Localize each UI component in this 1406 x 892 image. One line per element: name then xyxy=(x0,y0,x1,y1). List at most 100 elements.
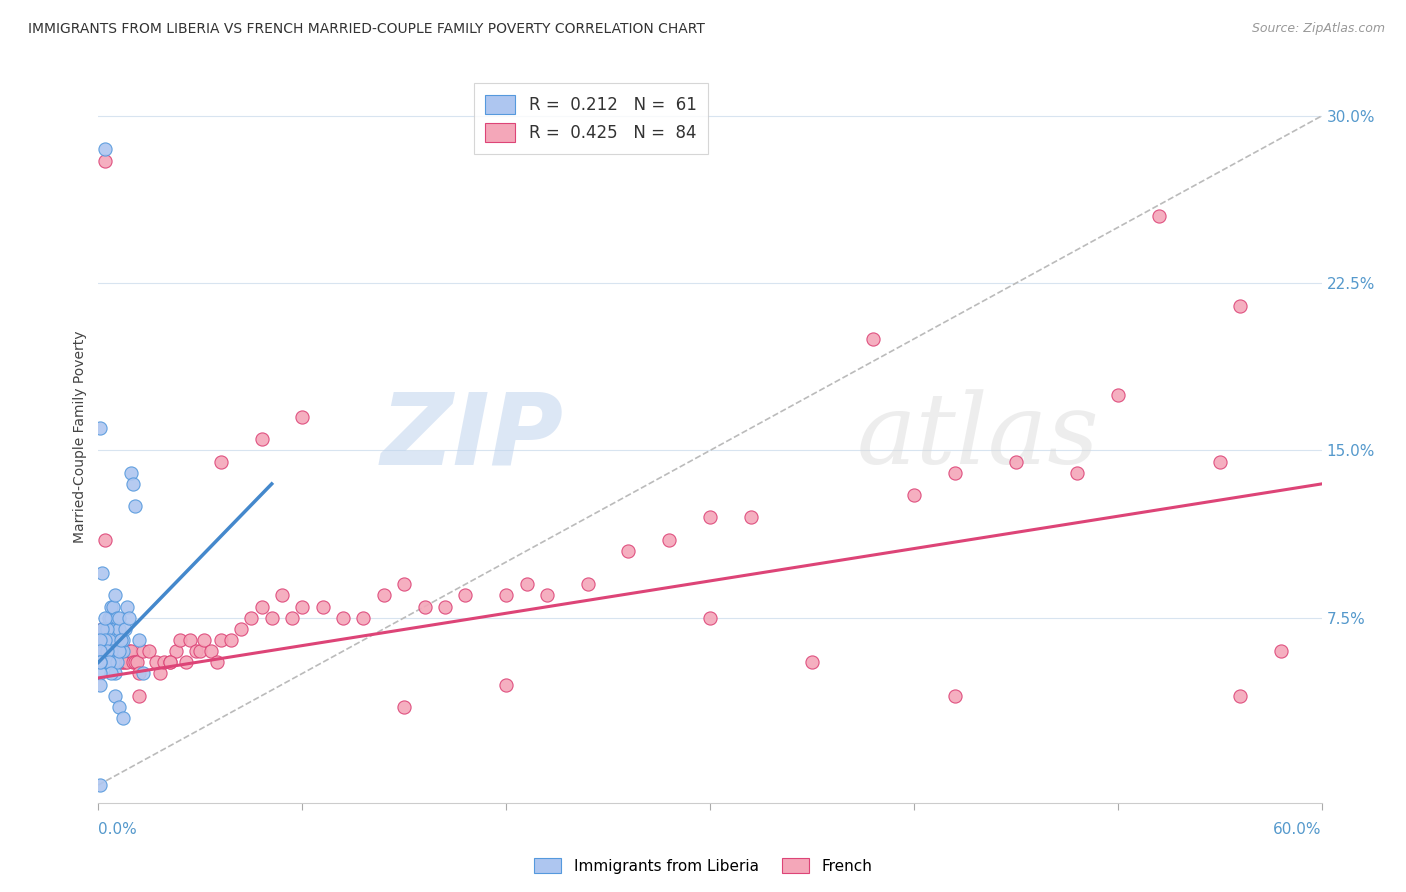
Point xyxy=(1066,466,1088,480)
Point xyxy=(97,655,120,669)
Point xyxy=(352,610,374,624)
Point xyxy=(128,633,150,648)
Point xyxy=(89,421,111,435)
Point xyxy=(100,633,122,648)
Point xyxy=(200,644,222,658)
Point xyxy=(97,644,120,658)
Point xyxy=(1209,455,1232,469)
Point xyxy=(801,655,824,669)
Point xyxy=(124,655,146,669)
Point xyxy=(1107,387,1129,401)
Point xyxy=(108,699,131,714)
Point xyxy=(1147,210,1170,224)
Point xyxy=(108,644,131,658)
Point xyxy=(193,633,215,648)
Point xyxy=(97,633,120,648)
Point xyxy=(205,655,228,669)
Point xyxy=(110,644,132,658)
Point xyxy=(105,610,128,624)
Point xyxy=(115,655,138,669)
Point xyxy=(132,644,155,658)
Point xyxy=(127,655,149,669)
Point xyxy=(89,644,111,658)
Point xyxy=(97,633,120,648)
Point xyxy=(291,409,314,424)
Point xyxy=(89,655,111,669)
Point xyxy=(149,666,172,681)
Point xyxy=(115,599,138,614)
Text: atlas: atlas xyxy=(856,390,1099,484)
Point xyxy=(128,689,150,703)
Point xyxy=(179,633,201,648)
Point xyxy=(93,633,115,648)
Point xyxy=(89,633,111,648)
Point xyxy=(108,622,131,636)
Point xyxy=(89,666,111,681)
Point xyxy=(110,633,132,648)
Text: ZIP: ZIP xyxy=(380,389,564,485)
Point xyxy=(91,622,114,636)
Text: IMMIGRANTS FROM LIBERIA VS FRENCH MARRIED-COUPLE FAMILY POVERTY CORRELATION CHAR: IMMIGRANTS FROM LIBERIA VS FRENCH MARRIE… xyxy=(28,22,704,37)
Point xyxy=(862,332,884,346)
Point xyxy=(114,655,136,669)
Point xyxy=(122,476,145,491)
Point xyxy=(91,622,114,636)
Point xyxy=(96,622,118,636)
Point xyxy=(454,589,477,603)
Text: 0.0%: 0.0% xyxy=(98,822,138,837)
Point xyxy=(495,589,517,603)
Point xyxy=(89,655,111,669)
Point xyxy=(93,622,115,636)
Point xyxy=(91,566,114,581)
Point xyxy=(104,589,127,603)
Point xyxy=(93,610,115,624)
Point xyxy=(97,633,120,648)
Point xyxy=(97,610,120,624)
Point xyxy=(174,655,197,669)
Point xyxy=(124,500,146,514)
Point xyxy=(89,644,111,658)
Point xyxy=(105,633,128,648)
Point xyxy=(93,533,115,547)
Point xyxy=(89,678,111,692)
Point xyxy=(96,633,118,648)
Point xyxy=(89,778,111,792)
Point xyxy=(152,655,174,669)
Point xyxy=(96,622,118,636)
Legend: Immigrants from Liberia, French: Immigrants from Liberia, French xyxy=(527,852,879,880)
Point xyxy=(159,655,181,669)
Point xyxy=(145,655,167,669)
Point xyxy=(118,610,141,624)
Point xyxy=(576,577,599,591)
Y-axis label: Married-Couple Family Poverty: Married-Couple Family Poverty xyxy=(73,331,87,543)
Point xyxy=(89,655,111,669)
Point xyxy=(281,610,304,624)
Point xyxy=(101,599,124,614)
Point xyxy=(96,644,118,658)
Point xyxy=(111,711,134,725)
Point xyxy=(516,577,538,591)
Point xyxy=(1004,455,1026,469)
Point xyxy=(373,589,395,603)
Point xyxy=(101,644,124,658)
Point xyxy=(495,678,517,692)
Point xyxy=(96,633,118,648)
Point xyxy=(108,644,131,658)
Point xyxy=(536,589,558,603)
Point xyxy=(658,533,681,547)
Point xyxy=(138,644,160,658)
Point xyxy=(270,589,294,603)
Point xyxy=(413,599,436,614)
Point xyxy=(943,689,966,703)
Point xyxy=(188,644,212,658)
Point xyxy=(100,599,122,614)
Point xyxy=(93,153,115,168)
Point xyxy=(100,666,122,681)
Point xyxy=(332,610,354,624)
Point xyxy=(165,644,187,658)
Point xyxy=(104,666,127,681)
Text: Source: ZipAtlas.com: Source: ZipAtlas.com xyxy=(1251,22,1385,36)
Point xyxy=(186,644,208,658)
Point xyxy=(114,622,136,636)
Point xyxy=(104,689,127,703)
